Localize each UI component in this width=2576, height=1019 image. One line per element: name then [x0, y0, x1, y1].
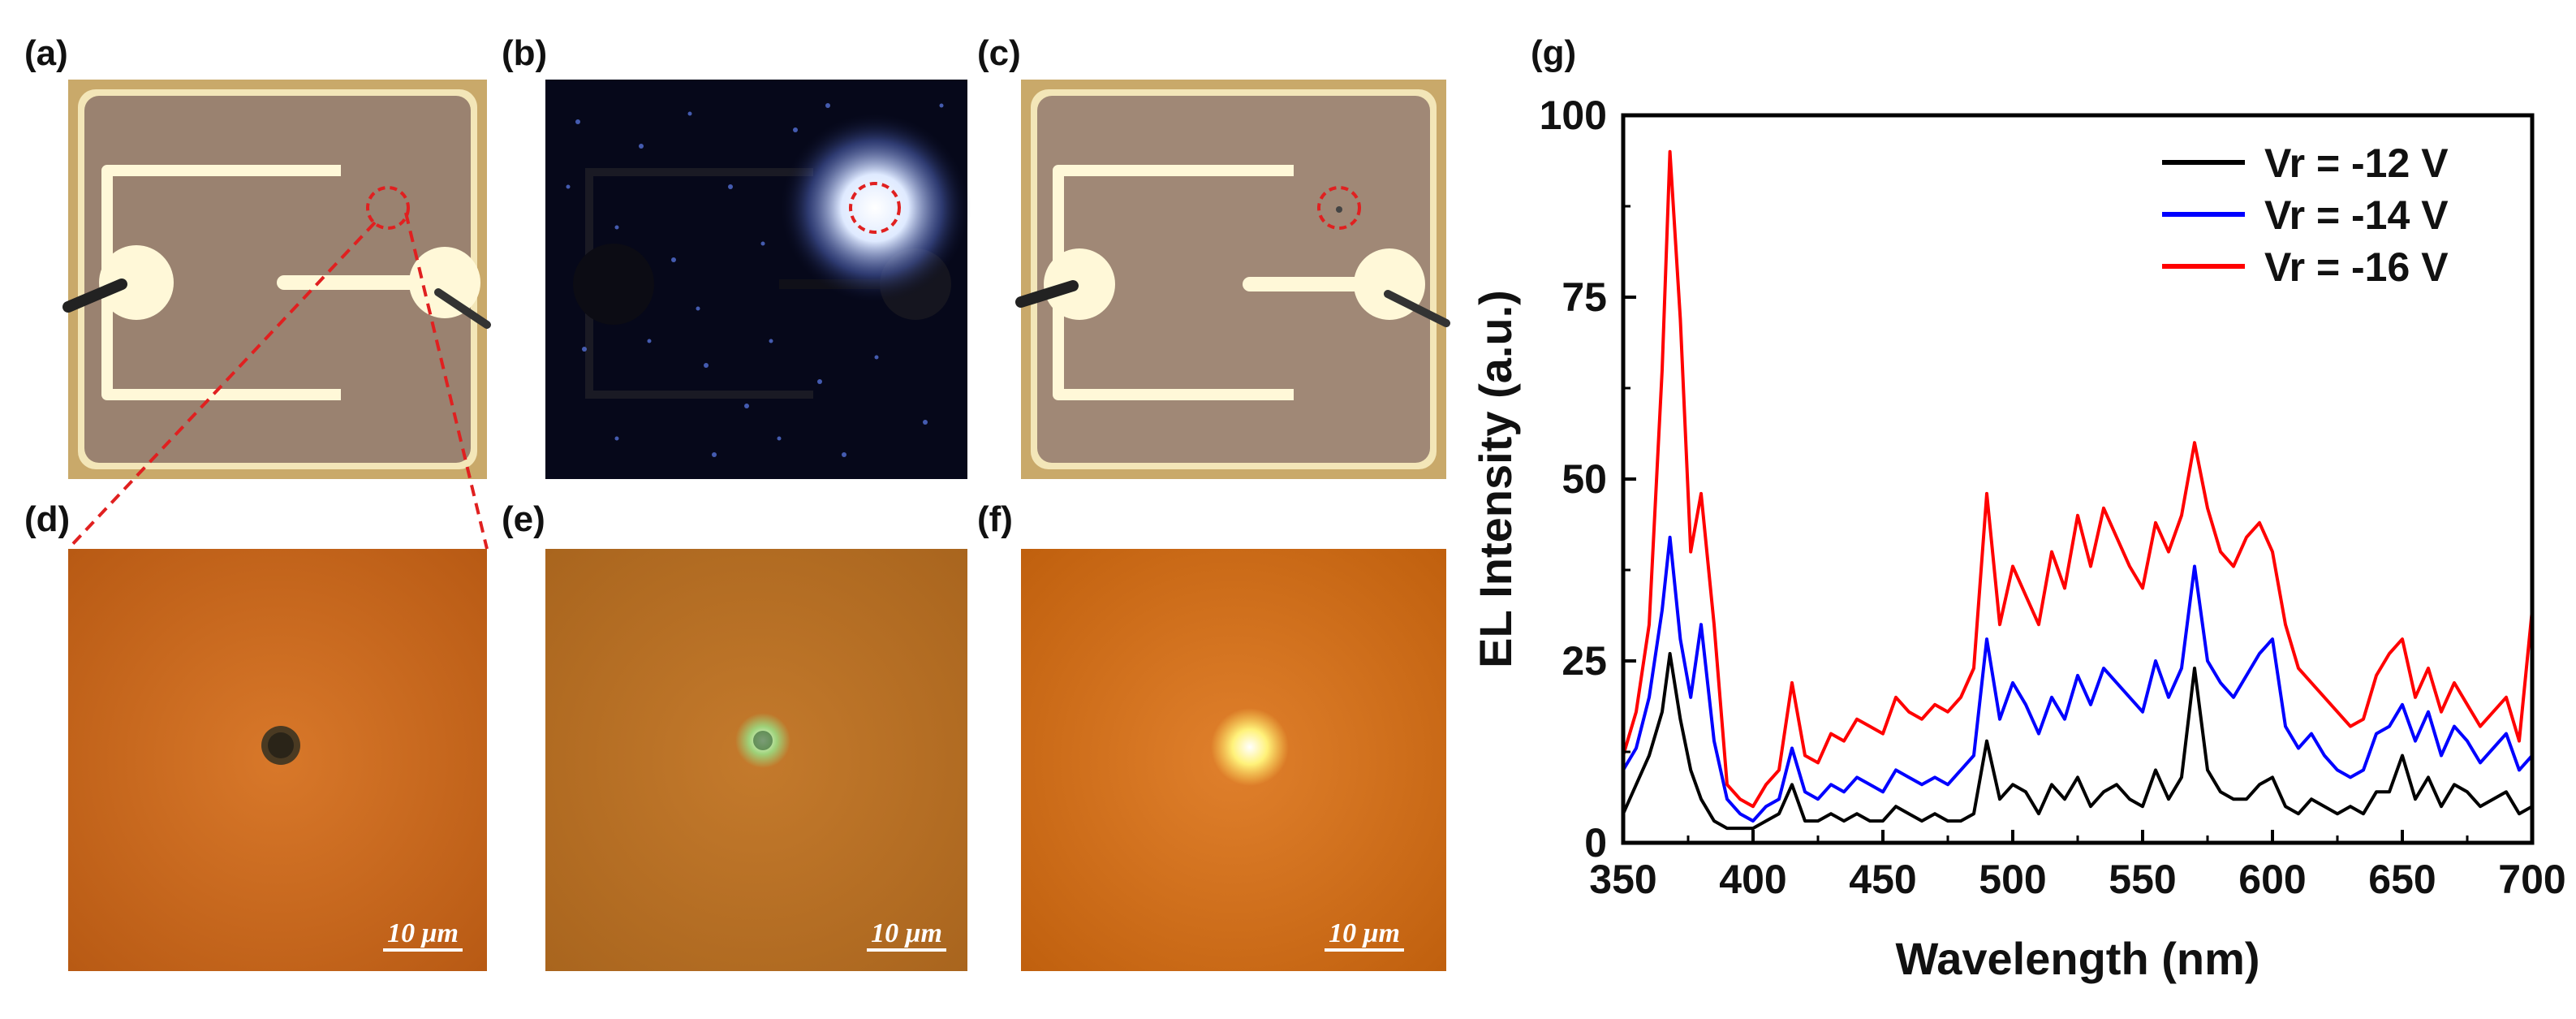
- x-tick-label: 600: [2238, 857, 2306, 902]
- legend: Vr = -12 V Vr = -14 V Vr = -16 V: [2162, 140, 2449, 290]
- legend-label-3: Vr = -16 V: [2264, 244, 2449, 290]
- y-tick-label: 100: [1540, 93, 1607, 138]
- series-line-3: [1623, 149, 2532, 809]
- panel-b-emission-image: [545, 80, 971, 479]
- panel-label-d: (d): [24, 499, 70, 539]
- x-tick-label: 500: [1979, 857, 2046, 902]
- panel-label-c: (c): [977, 33, 1021, 73]
- y-tick-label: 0: [1584, 820, 1607, 866]
- legend-label-2: Vr = -14 V: [2264, 192, 2449, 238]
- y-ticks: 0 25 50 75 100: [1540, 93, 1636, 866]
- x-tick-label: 650: [2368, 857, 2436, 902]
- panel-label-g: (g): [1531, 33, 1576, 73]
- legend-label-1: Vr = -12 V: [2264, 140, 2449, 186]
- panel-label-e: (e): [502, 499, 545, 539]
- series-line-2: [1623, 535, 2532, 823]
- panel-c-device-image: [1015, 80, 1450, 479]
- el-spectrum-chart: 350 400 450 500 550 600 650 700 0 25 50 75 100 Wave…: [1470, 93, 2566, 984]
- y-tick-label: 25: [1562, 638, 1607, 684]
- panel-label-a: (a): [24, 33, 68, 73]
- panel-c-marker-circle: [1317, 186, 1361, 230]
- y-axis-title: EL Intensity (a.u.): [1470, 290, 1521, 668]
- series-line-1: [1623, 652, 2532, 831]
- zoom-line-right: [404, 212, 489, 550]
- panel-e-scalebar-label: 10 μm: [871, 918, 942, 948]
- panel-f-scalebar-label: 10 μm: [1329, 918, 1400, 948]
- y-tick-label: 75: [1562, 274, 1607, 320]
- series-layer: [1623, 149, 2532, 831]
- x-tick-label: 550: [2109, 857, 2176, 902]
- x-tick-label: 450: [1849, 857, 1916, 902]
- panel-label-b: (b): [502, 33, 547, 73]
- panel-e-microscope-image: [545, 549, 967, 971]
- x-tick-label: 400: [1719, 857, 1786, 902]
- panel-a-device-image: [62, 80, 491, 479]
- panel-d-scalebar-label: 10 μm: [387, 918, 459, 948]
- panel-d-microscope-image: [68, 549, 487, 971]
- panel-b-marker-circle: [849, 182, 901, 234]
- y-tick-label: 50: [1562, 456, 1607, 502]
- x-tick-label: 700: [2498, 857, 2565, 902]
- x-tick-label: 350: [1589, 857, 1656, 902]
- x-axis-title: Wavelength (nm): [1895, 933, 2259, 984]
- x-ticks: 350 400 450 500 550 600 650 700: [1589, 830, 2566, 902]
- panel-f-microscope-image: [1021, 549, 1446, 971]
- panel-a-marker-circle: [366, 186, 410, 230]
- panel-label-f: (f): [977, 499, 1013, 539]
